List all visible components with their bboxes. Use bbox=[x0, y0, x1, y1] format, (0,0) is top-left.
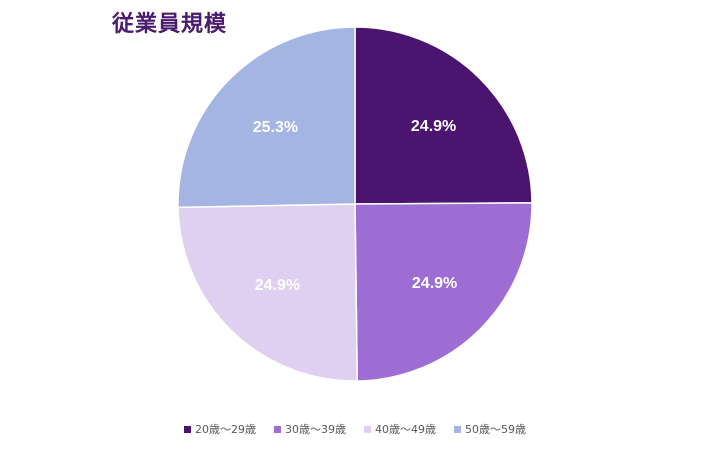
legend-swatch bbox=[184, 425, 191, 433]
legend-swatch bbox=[274, 425, 281, 433]
legend-item-50-59: 50歳～59歳 bbox=[454, 421, 526, 437]
data-label-50-59: 25.3% bbox=[253, 119, 298, 136]
legend-swatch bbox=[364, 425, 371, 433]
legend-label: 50歳～59歳 bbox=[465, 423, 526, 436]
legend-label: 20歳～29歳 bbox=[195, 423, 256, 436]
data-label-20-29: 24.9% bbox=[411, 118, 456, 135]
legend-label: 40歳～49歳 bbox=[375, 423, 436, 436]
chart-title: 従業員規模 bbox=[112, 12, 228, 37]
legend-item-30-39: 30歳～39歳 bbox=[274, 421, 346, 437]
legend-item-20-29: 20歳～29歳 bbox=[184, 421, 256, 437]
pie-slice-30-39 bbox=[354, 202, 533, 382]
legend-item-40-49: 40歳～49歳 bbox=[364, 421, 436, 437]
pie-slice-20-29 bbox=[354, 26, 533, 205]
chart-legend: 20歳～29歳 30歳～39歳 40歳～49歳 50歳～59歳 bbox=[0, 421, 710, 437]
pie-slice-40-49 bbox=[177, 203, 358, 382]
data-label-30-39: 24.9% bbox=[412, 275, 457, 292]
legend-label: 30歳～39歳 bbox=[285, 423, 346, 436]
pie-slice-50-59 bbox=[177, 26, 356, 209]
data-label-40-49: 24.9% bbox=[255, 277, 300, 294]
pie-slices bbox=[177, 26, 533, 382]
legend-swatch bbox=[454, 425, 461, 433]
pie-slice-labels: 24.9% 24.9% 24.9% 25.3% bbox=[253, 118, 458, 294]
